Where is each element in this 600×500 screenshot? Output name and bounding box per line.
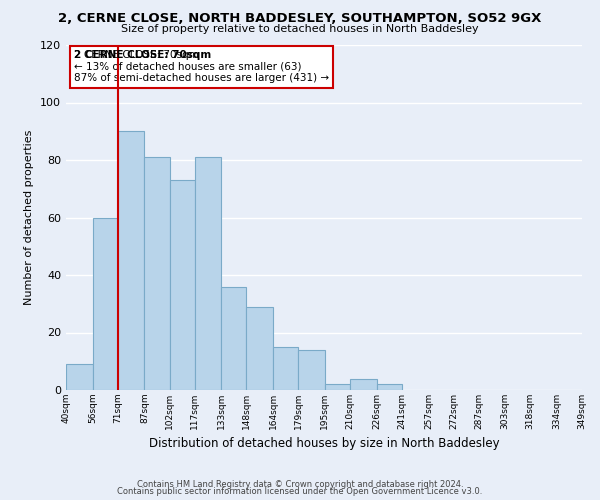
Bar	[145, 157, 170, 390]
Bar	[170, 180, 194, 390]
Bar	[118, 131, 145, 390]
Y-axis label: Number of detached properties: Number of detached properties	[25, 130, 34, 305]
Bar	[93, 218, 118, 390]
Bar	[66, 364, 93, 390]
Text: Contains public sector information licensed under the Open Government Licence v3: Contains public sector information licen…	[118, 488, 482, 496]
Bar	[377, 384, 401, 390]
Text: 2, CERNE CLOSE, NORTH BADDESLEY, SOUTHAMPTON, SO52 9GX: 2, CERNE CLOSE, NORTH BADDESLEY, SOUTHAM…	[58, 12, 542, 26]
Bar	[273, 347, 298, 390]
Bar	[298, 350, 325, 390]
Bar	[221, 286, 247, 390]
Text: 2 CERNE CLOSE: 70sqm: 2 CERNE CLOSE: 70sqm	[74, 50, 211, 60]
Text: Size of property relative to detached houses in North Baddesley: Size of property relative to detached ho…	[121, 24, 479, 34]
Text: 2 CERNE CLOSE: 70sqm
← 13% of detached houses are smaller (63)
87% of semi-detac: 2 CERNE CLOSE: 70sqm ← 13% of detached h…	[74, 50, 329, 84]
Bar	[325, 384, 350, 390]
Bar	[194, 157, 221, 390]
Text: Contains HM Land Registry data © Crown copyright and database right 2024.: Contains HM Land Registry data © Crown c…	[137, 480, 463, 489]
Bar	[247, 306, 273, 390]
X-axis label: Distribution of detached houses by size in North Baddesley: Distribution of detached houses by size …	[149, 438, 499, 450]
Bar	[350, 378, 377, 390]
